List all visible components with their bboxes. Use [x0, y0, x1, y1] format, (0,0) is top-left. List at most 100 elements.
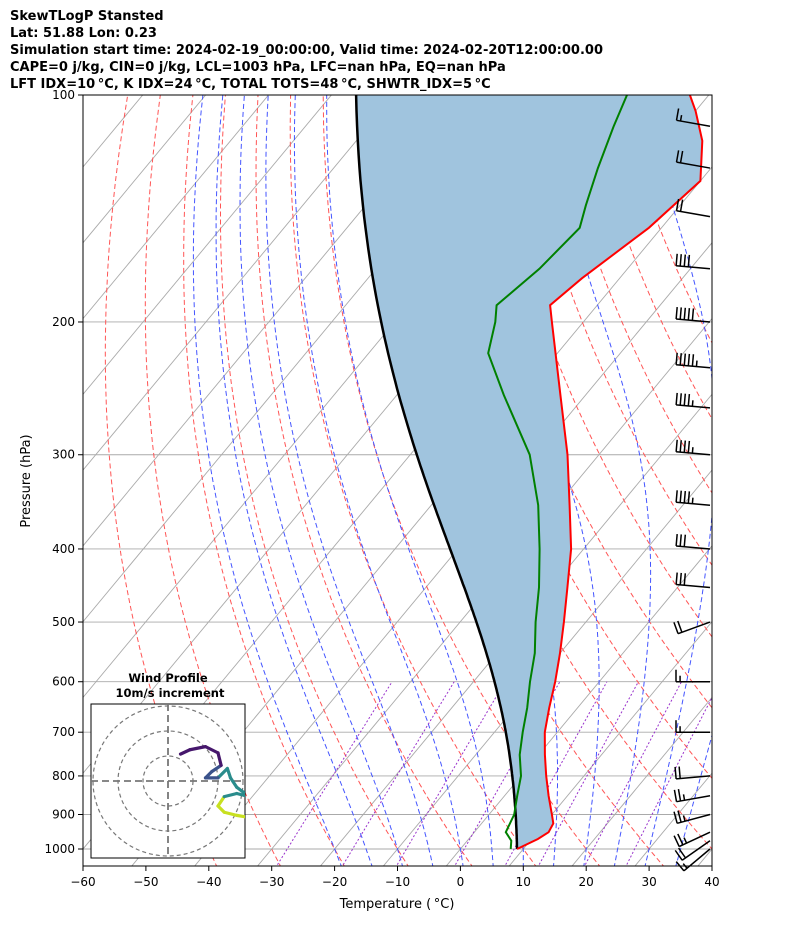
hodograph-segment	[222, 791, 239, 799]
wind-barb	[673, 620, 711, 635]
isotherm-line	[83, 95, 270, 320]
wind-barb	[673, 810, 711, 825]
x-tick-label: 30	[641, 875, 656, 889]
hodograph-segment	[178, 748, 192, 756]
y-tick-label: 100	[52, 88, 75, 102]
title-latlon: Lat: 51.88 Lon: 0.23	[10, 26, 157, 41]
x-tick-label: −20	[322, 875, 347, 889]
y-tick-label: 900	[52, 807, 75, 821]
wind-barb	[675, 669, 710, 683]
dry-adiabat	[322, 95, 601, 866]
moist-adiabat	[675, 733, 712, 866]
wind-barb	[675, 150, 711, 169]
title-station: SkewTLogP Stansted	[10, 9, 164, 24]
moist-adiabat	[541, 95, 652, 866]
isotherm-line	[382, 469, 712, 866]
isotherm-line	[83, 95, 207, 244]
moist-adiabat	[239, 95, 404, 866]
isotherm-line	[697, 848, 712, 866]
moist-adiabat	[293, 95, 464, 866]
wind-barb	[675, 253, 711, 270]
hodograph-segment	[216, 766, 229, 780]
wind-barb	[674, 766, 711, 780]
parcel-path	[354, 95, 519, 849]
x-tick-label: −50	[133, 875, 158, 889]
wind-barb	[673, 789, 711, 803]
wind-barb	[675, 720, 710, 733]
dry-adiabat	[183, 95, 345, 866]
mixing-ratio-line	[395, 681, 506, 866]
moist-adiabat	[215, 95, 373, 866]
y-tick-label: 500	[52, 615, 75, 629]
wind-barbs	[673, 108, 711, 872]
y-tick-label: 400	[52, 542, 75, 556]
moist-adiabat	[192, 95, 342, 866]
moist-adiabat	[467, 95, 600, 866]
hodograph-segment	[216, 795, 226, 808]
wind-barb	[675, 439, 711, 456]
isotherm-line	[508, 620, 712, 866]
dry-adiabat	[220, 95, 409, 866]
wind-barb	[675, 108, 711, 127]
chart-title-block: SkewTLogP Stansted Lat: 51.88 Lon: 0.23 …	[10, 8, 603, 93]
dry-adiabat	[144, 95, 281, 866]
title-times: Simulation start time: 2024-02-19_00:00:…	[10, 43, 603, 58]
mixing-ratio-line	[584, 681, 682, 866]
wind-barb	[675, 533, 711, 550]
dry-adiabat	[550, 95, 712, 494]
isotherm-line	[319, 393, 712, 866]
hodograph-segment	[188, 745, 208, 752]
moist-adiabat	[265, 95, 434, 866]
mixing-ratio-line	[341, 681, 455, 866]
isotherm-line	[759, 60, 794, 868]
cin-shading	[356, 95, 703, 849]
hodograph-segment	[216, 751, 223, 767]
x-tick-label: −10	[385, 875, 410, 889]
y-axis-title: Pressure (hPa)	[19, 434, 34, 527]
y-tick-label: 700	[52, 725, 75, 739]
isotherm-line	[571, 696, 712, 866]
isotherm-line	[83, 95, 333, 396]
x-tick-label: −40	[196, 875, 221, 889]
dry-adiabat	[518, 95, 712, 567]
x-tick-label: 40	[704, 875, 719, 889]
moist-adiabat	[326, 95, 494, 866]
isotherm-line	[257, 317, 712, 866]
y-tick-label: 800	[52, 769, 75, 783]
dry-adiabat	[289, 95, 537, 866]
wind-barb	[675, 490, 711, 506]
wind-barb	[674, 840, 711, 861]
mixing-ratio-line	[537, 681, 639, 866]
temperature-line	[516, 95, 704, 850]
hodograph-segment	[235, 785, 245, 796]
isotherm-line	[83, 95, 395, 471]
wind-barb	[675, 352, 711, 369]
mixing-ratio-line	[625, 696, 712, 866]
wind-barb	[675, 306, 711, 323]
dewpoint-line	[487, 95, 628, 850]
x-tick-label: −60	[70, 875, 95, 889]
wind-barb	[675, 572, 711, 589]
wind-barb	[675, 392, 711, 409]
y-tick-label: 300	[52, 448, 75, 462]
title-indices: LFT IDX=10 °C, K IDX=24 °C, TOTAL TOTS=4…	[10, 77, 491, 92]
hodograph-segment	[203, 745, 220, 755]
axes: −60 −50 −40 −30 −20 −10 0 10 20 30 40 1000 900 800 700…	[44, 88, 719, 889]
x-tick-label: 10	[516, 875, 531, 889]
x-tick-label: 20	[579, 875, 594, 889]
dry-adiabat	[255, 95, 473, 866]
y-tick-label: 600	[52, 675, 75, 689]
wind-barb	[675, 198, 711, 218]
y-tick-label: 200	[52, 315, 75, 329]
x-tick-label: −30	[259, 875, 284, 889]
hodograph-segment	[210, 763, 223, 774]
y-tick-label: 1000	[44, 842, 75, 856]
wind-barb	[673, 831, 711, 848]
x-axis-title: Temperature ( °C)	[339, 897, 455, 912]
title-cape: CAPE=0 j/kg, CIN=0 j/kg, LCL=1003 hPa, L…	[10, 60, 506, 75]
isotherm-line	[445, 545, 712, 866]
hodograph-segment	[235, 813, 245, 819]
x-tick-label: 0	[457, 875, 465, 889]
